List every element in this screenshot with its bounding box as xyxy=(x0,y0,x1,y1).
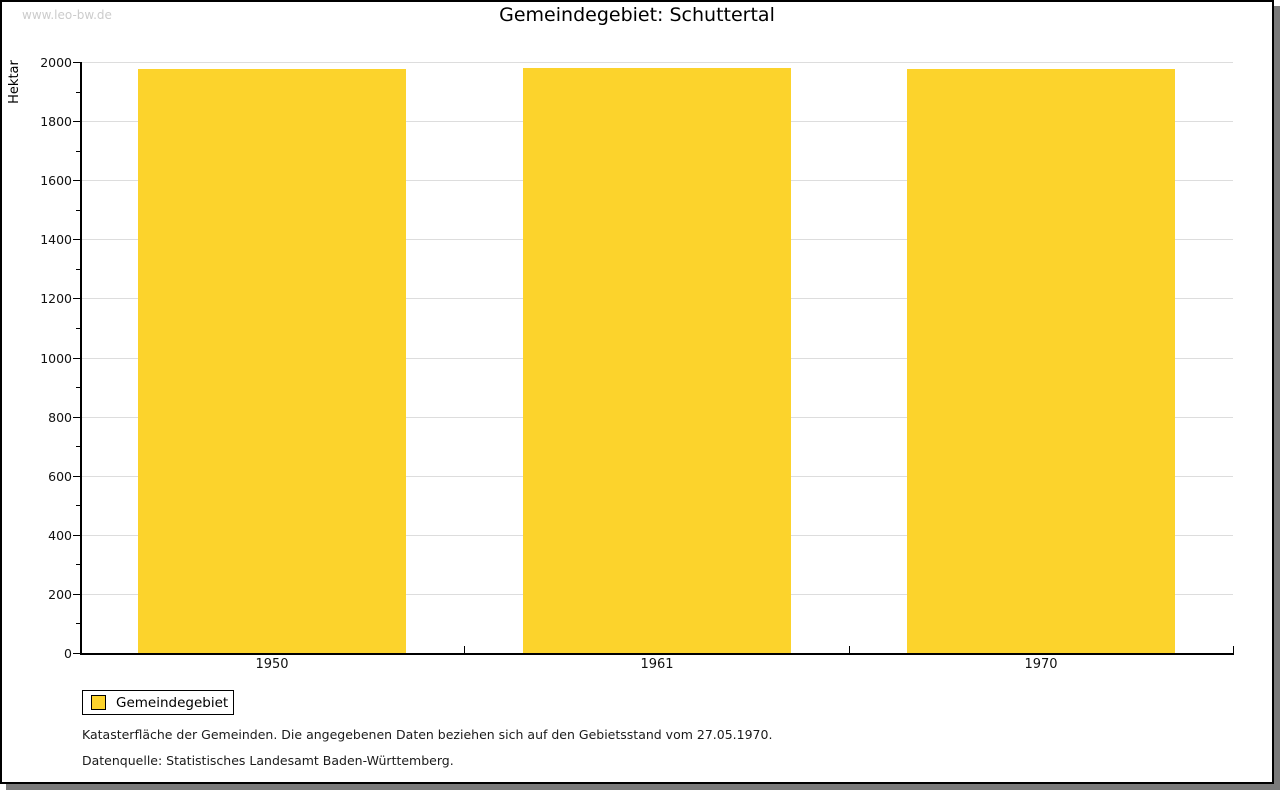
bar-1950 xyxy=(138,69,406,653)
y-minor-tick xyxy=(76,328,80,329)
y-major-tick xyxy=(73,298,80,299)
x-boundary-tick xyxy=(464,646,465,653)
y-minor-tick xyxy=(76,623,80,624)
y-tick-label: 1200 xyxy=(40,291,72,306)
gridline xyxy=(82,62,1233,63)
x-category-label: 1950 xyxy=(255,657,289,672)
footnote-source-period: Katasterfläche der Gemeinden. Die angege… xyxy=(82,727,773,742)
chart-title: Gemeindegebiet: Schuttertal xyxy=(499,4,775,26)
y-tick-label: 600 xyxy=(48,469,72,484)
y-tick-label: 1600 xyxy=(40,173,72,188)
y-minor-tick xyxy=(76,564,80,565)
y-major-tick xyxy=(73,417,80,418)
legend-swatch xyxy=(91,695,106,710)
y-major-tick xyxy=(73,62,80,63)
x-category-label: 1970 xyxy=(1024,657,1058,672)
y-tick-label: 1400 xyxy=(40,232,72,247)
y-tick-label: 200 xyxy=(48,587,72,602)
y-major-tick xyxy=(73,239,80,240)
y-minor-tick xyxy=(76,92,80,93)
y-tick-label: 1000 xyxy=(40,351,72,366)
y-tick-label: 0 xyxy=(64,646,72,661)
y-major-tick xyxy=(73,476,80,477)
y-minor-tick xyxy=(76,269,80,270)
y-tick-label: 400 xyxy=(48,528,72,543)
y-major-tick xyxy=(73,594,80,595)
y-minor-tick xyxy=(76,151,80,152)
y-axis-line xyxy=(80,62,82,655)
watermark: www.leo-bw.de xyxy=(22,8,112,22)
y-major-tick xyxy=(73,535,80,536)
legend-label: Gemeindegebiet xyxy=(116,694,229,711)
y-tick-label: 2000 xyxy=(40,55,72,70)
y-minor-tick xyxy=(76,446,80,447)
footnote-data-source: Datenquelle: Statistisches Landesamt Bad… xyxy=(82,753,454,768)
legend: Gemeindegebiet xyxy=(82,690,234,715)
x-boundary-tick xyxy=(849,646,850,653)
y-major-tick xyxy=(73,653,80,654)
y-tick-label: 800 xyxy=(48,410,72,425)
x-axis-line xyxy=(80,653,1234,655)
y-tick-label: 1800 xyxy=(40,114,72,129)
y-minor-tick xyxy=(76,505,80,506)
y-major-tick xyxy=(73,121,80,122)
bar-1970 xyxy=(907,69,1175,653)
y-minor-tick xyxy=(76,210,80,211)
x-category-label: 1961 xyxy=(640,657,674,672)
bar-1961 xyxy=(523,68,791,653)
y-major-tick xyxy=(73,180,80,181)
y-major-tick xyxy=(73,358,80,359)
y-minor-tick xyxy=(76,387,80,388)
plot-area: 0 200 400 600 800 1000 1200 1400 1600 1800 2000 195… xyxy=(2,2,1272,782)
x-boundary-tick xyxy=(1233,646,1234,653)
